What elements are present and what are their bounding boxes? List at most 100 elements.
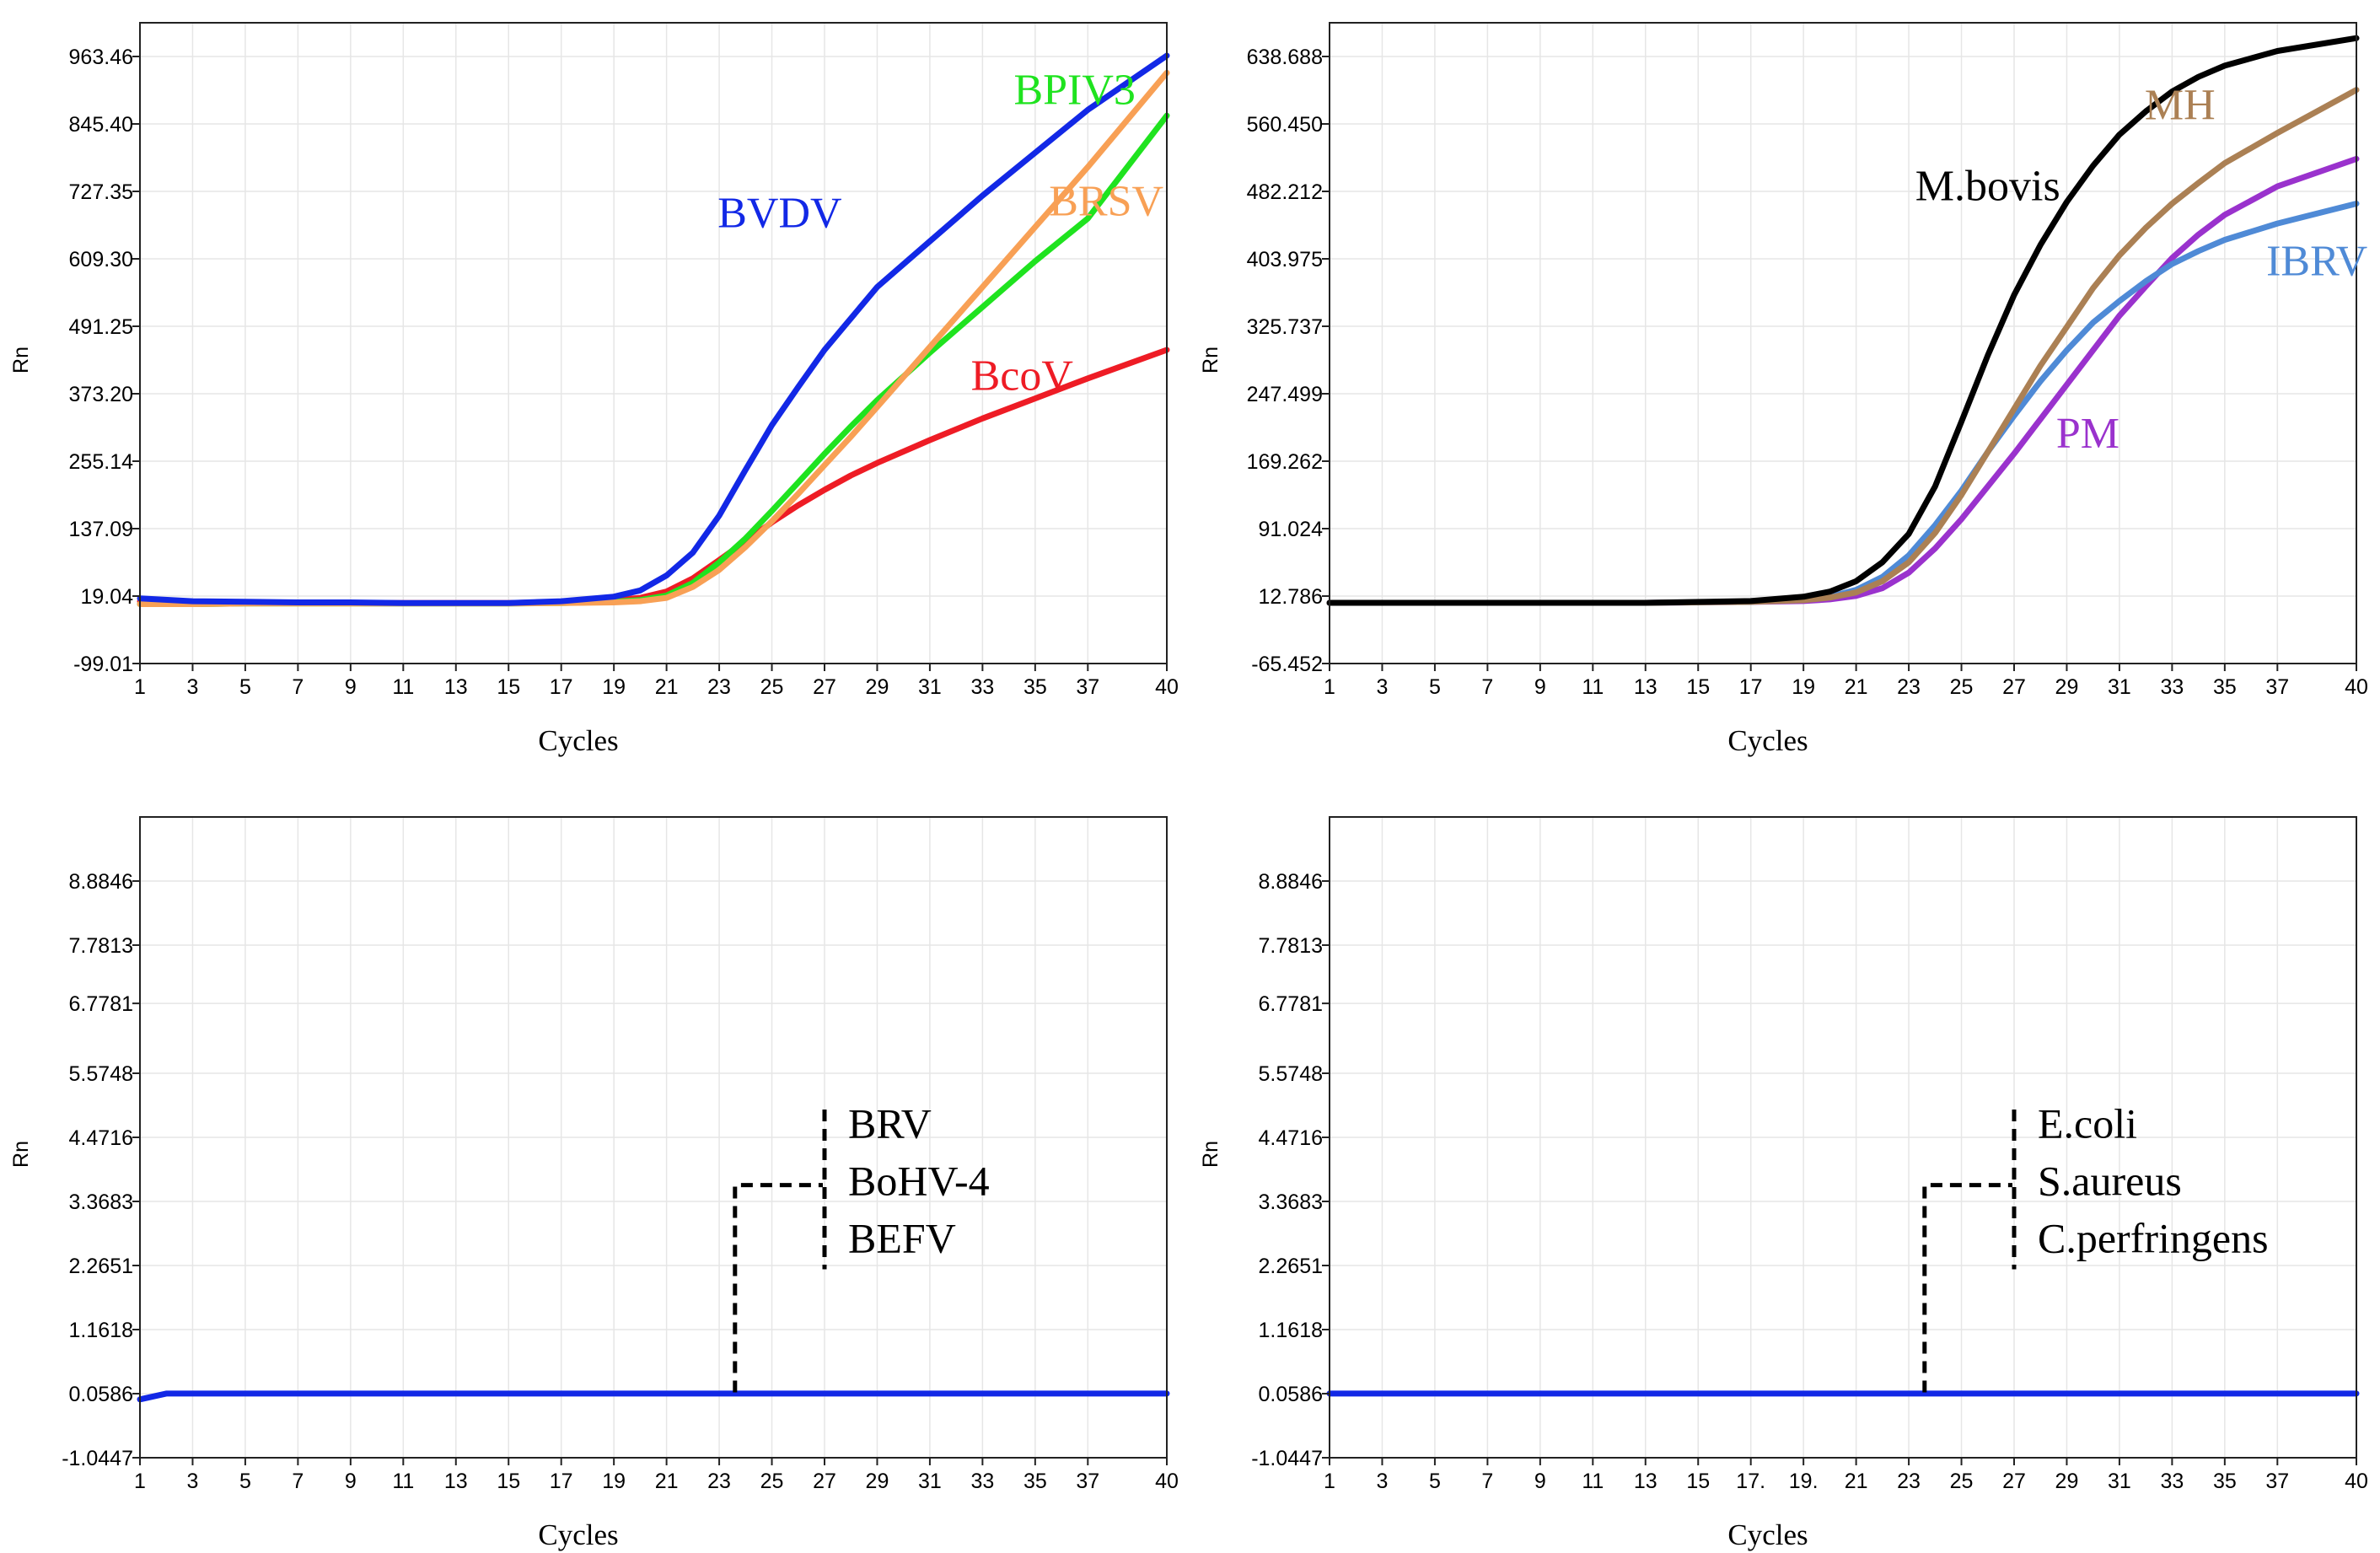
y-tick-label: 7.7813	[69, 934, 133, 958]
y-axis-label: Rn	[9, 347, 33, 373]
x-axis-label: Cycles	[1727, 724, 1808, 757]
x-tick-label: 35	[1023, 675, 1047, 699]
x-tick-label: 11	[392, 1470, 414, 1493]
x-tick-label: 9	[345, 675, 357, 699]
y-tick-label: 12.786	[1259, 585, 1323, 609]
x-tick-label: 9	[345, 1470, 357, 1493]
x-tick-label: 17	[1739, 675, 1763, 699]
series-label-brsv: BRSV	[1049, 178, 1163, 226]
y-tick-label: 5.5748	[69, 1062, 133, 1086]
x-tick-label: 5	[239, 1470, 251, 1493]
x-tick-label: 1	[134, 675, 146, 699]
x-tick-label: 23	[1897, 1470, 1921, 1493]
x-tick-label: 3	[1377, 675, 1389, 699]
x-tick-label: 19	[602, 675, 626, 699]
x-tick-label: 29	[2055, 1470, 2079, 1493]
x-tick-label: 27	[2002, 1470, 2026, 1493]
y-tick-label: 3.3683	[1259, 1190, 1323, 1214]
y-tick-label: 2.2651	[69, 1255, 133, 1278]
panel-bottom-left: -1.0447 0.0586 1.1618 2.2651 3.3683 4.4716 5.5…	[9, 816, 1179, 1551]
x-tick-label: 33	[970, 675, 994, 699]
y-tick-label: 403.975	[1247, 248, 1323, 271]
x-tick-label: 7	[1481, 1470, 1493, 1493]
y-tick-label: 0.0586	[1259, 1383, 1323, 1406]
x-tick-label: 33	[970, 1470, 994, 1493]
x-tick-label: 37	[1076, 1470, 1099, 1493]
x-tick-label: 27	[813, 1470, 836, 1493]
series-line-m-bovis	[1326, 35, 2360, 606]
annotation-bracket	[1922, 1183, 2012, 1393]
y-axis-label: Rn	[1199, 347, 1222, 373]
x-tick-label: 23	[1897, 675, 1921, 699]
x-tick-label: 37	[2265, 675, 2289, 699]
x-tick-label: 25	[1950, 675, 1974, 699]
x-tick-label: 35	[1023, 1470, 1047, 1493]
x-tick-label: 17.	[1736, 1470, 1765, 1493]
y-tick-label: 6.7781	[1259, 992, 1323, 1016]
y-tick-label: 4.4716	[69, 1126, 133, 1150]
y-tick-label: 482.212	[1247, 180, 1323, 204]
series-label-bcov: BcoV	[971, 352, 1073, 400]
panel-top-left: -99.01 19.04 137.09 255.14 373.20 491.25 609.3…	[9, 22, 1179, 757]
x-tick-label: 19	[1792, 675, 1815, 699]
group-label-e-coli: E.coli	[2038, 1100, 2137, 1147]
x-tick-label: 11	[392, 675, 414, 699]
x-tick-label: 31	[918, 675, 942, 699]
x-tick-label: 19.	[1789, 1470, 1819, 1493]
x-tick-label: 7	[292, 1470, 304, 1493]
x-tick-label: 37	[1076, 675, 1099, 699]
x-tick-label: 27	[813, 675, 836, 699]
y-tick-label: 325.737	[1247, 315, 1323, 339]
series-label-bpiv3: BPIV3	[1013, 67, 1135, 115]
x-tick-label: 7	[292, 675, 304, 699]
y-tick-label: 963.46	[69, 46, 133, 69]
y-axis-label: Rn	[1199, 1141, 1222, 1168]
y-tick-label: 638.688	[1247, 46, 1323, 69]
y-tick-label: -1.0447	[1251, 1447, 1323, 1470]
x-tick-label: 40	[2345, 1470, 2368, 1493]
y-tick-label: 4.4716	[1259, 1126, 1323, 1150]
series-line-baseline	[137, 1390, 1170, 1403]
x-axis-label: Cycles	[538, 724, 618, 757]
x-tick-label: 21	[655, 1470, 679, 1493]
x-tick-label: 21	[655, 675, 679, 699]
x-tick-label: 29	[866, 675, 889, 699]
group-label-brv: BRV	[848, 1100, 932, 1147]
x-tick-label: 19	[602, 1470, 626, 1493]
x-tick-label: 5	[1429, 1470, 1441, 1493]
x-tick-label: 17	[550, 675, 573, 699]
x-tick-label: 3	[187, 675, 199, 699]
x-tick-label: 11	[1582, 1470, 1604, 1493]
y-tick-label: -99.01	[73, 653, 133, 676]
y-tick-label: 169.262	[1247, 450, 1323, 474]
x-tick-label: 40	[1155, 1470, 1179, 1493]
y-tick-label: -1.0447	[62, 1447, 133, 1470]
panel-bottom-right: -1.0447 0.0586 1.1618 2.2651 3.3683 4.4716 5.5…	[1199, 816, 2368, 1551]
x-tick-label: 13	[444, 675, 468, 699]
series-line-bvdv	[137, 52, 1170, 606]
plot-frame	[139, 22, 1168, 664]
x-tick-label: 35	[2213, 675, 2237, 699]
y-tick-label: 560.450	[1247, 113, 1323, 137]
x-tick-label: 29	[2055, 675, 2079, 699]
y-tick-label: 247.499	[1247, 383, 1323, 406]
x-tick-label: 29	[866, 1470, 889, 1493]
panel-top-right: -65.452 12.786 91.024 169.262 247.499 325.737…	[1199, 22, 2368, 757]
x-tick-label: 15	[497, 675, 520, 699]
y-tick-label: 3.3683	[69, 1190, 133, 1214]
annotation-bracket	[733, 1183, 823, 1393]
y-tick-label: 1.1618	[69, 1319, 133, 1342]
y-tick-label: 609.30	[69, 248, 133, 271]
x-tick-label: 3	[1377, 1470, 1389, 1493]
y-tick-label: 7.7813	[1259, 934, 1323, 958]
y-tick-label: 845.40	[69, 113, 133, 137]
group-label-befv: BEFV	[848, 1215, 956, 1262]
x-axis-label: Cycles	[538, 1518, 618, 1551]
series-label-mh: MH	[2145, 81, 2216, 129]
y-tick-label: 8.8846	[69, 870, 133, 894]
x-tick-label: 25	[760, 1470, 784, 1493]
x-tick-label: 13	[1634, 1470, 1657, 1493]
y-tick-label: -65.452	[1251, 653, 1323, 676]
x-tick-label: 40	[1155, 675, 1179, 699]
x-tick-label: 27	[2002, 675, 2026, 699]
